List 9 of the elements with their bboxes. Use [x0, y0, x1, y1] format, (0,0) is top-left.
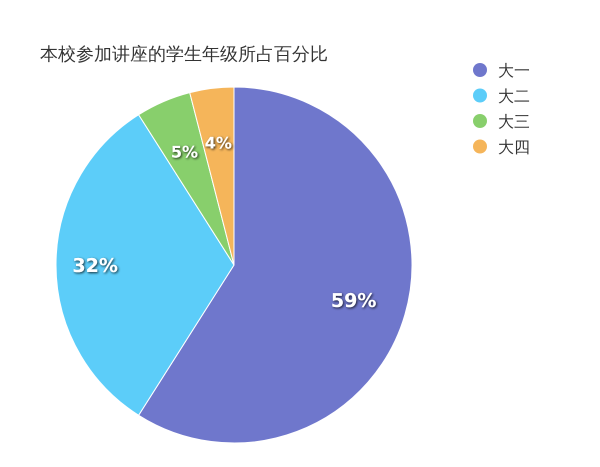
data-label: 5% [170, 142, 198, 162]
data-label: 59% [330, 290, 376, 312]
chart-title: 本校参加讲座的学生年级所占百分比 [40, 44, 328, 65]
legend-label: 大一 [498, 61, 530, 80]
legend-label: 大四 [498, 138, 530, 156]
data-label: 4% [204, 133, 232, 152]
data-label: 32% [72, 255, 118, 277]
legend-label: 大二 [498, 86, 530, 106]
legend-label: 大三 [498, 112, 530, 131]
